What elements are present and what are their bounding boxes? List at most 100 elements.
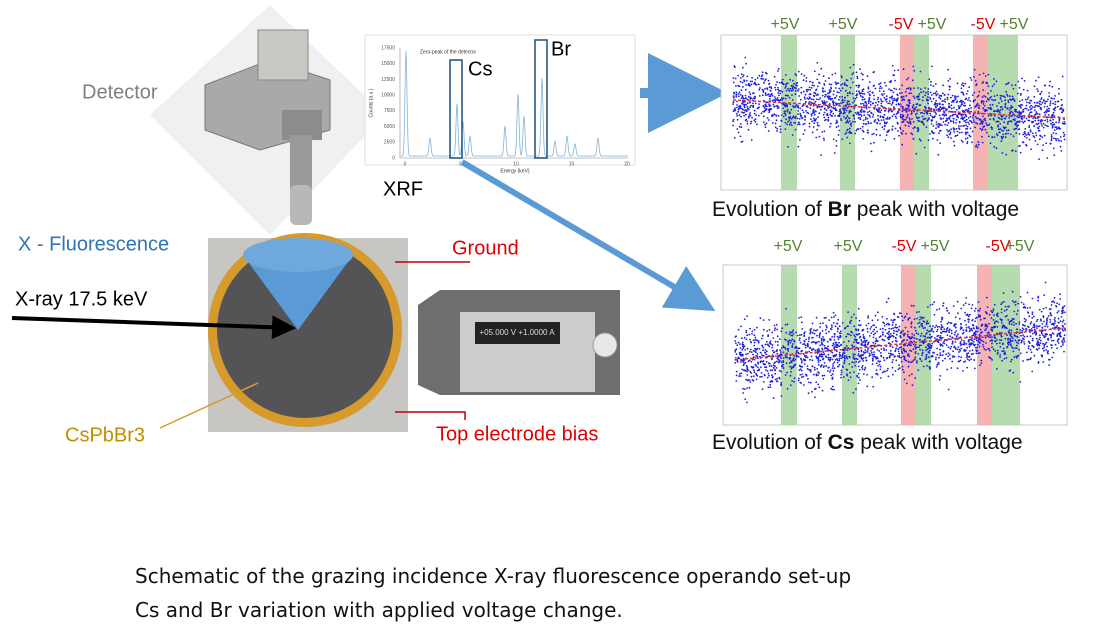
dot [1039,342,1042,344]
dot [838,87,841,90]
dot [798,118,801,120]
dot [1040,332,1043,335]
dot [738,373,741,375]
dot [890,349,892,352]
dot [789,357,792,360]
dot [1016,121,1019,123]
dot [1026,291,1029,294]
dot [1021,111,1023,113]
dot [907,353,910,356]
dot [834,314,837,317]
dot [988,322,990,325]
dot [995,80,998,83]
dot [1028,138,1031,141]
dot [954,348,957,350]
dot [980,359,983,362]
dot [918,346,920,349]
dot [761,344,763,347]
dot [1026,307,1029,309]
dot [776,349,778,351]
dot [915,329,917,332]
dot [910,336,912,339]
cs-label: Cs [468,58,492,80]
dot [891,95,894,98]
dot [968,345,971,348]
dot [940,95,943,97]
dot [927,99,930,102]
dot [941,330,944,333]
dot [855,96,858,99]
dot [838,129,841,132]
dot [1006,107,1009,110]
dot [862,357,865,360]
dot [800,316,803,318]
dot [834,358,837,361]
dot [1034,119,1037,122]
dot [866,343,869,346]
dot [764,79,766,82]
dot [870,332,873,334]
dot [928,96,931,99]
dot [903,316,906,319]
voltage-label: -5V [971,16,996,33]
dot [807,392,810,395]
figure-caption: Schematic of the grazing incidence X-ray… [135,564,852,588]
dot [852,391,855,394]
dot [889,354,892,357]
dot [827,349,830,352]
dot [981,331,983,334]
dot [906,115,909,118]
dot [1050,134,1053,136]
dot [1052,323,1054,326]
dot [860,102,862,105]
dot [1041,323,1044,325]
dot [965,133,967,136]
dot [911,384,914,387]
dot [1062,108,1065,111]
dot [737,356,740,359]
dot [872,355,875,358]
dot [951,340,954,343]
dot [1034,132,1037,134]
dot [766,93,769,96]
dot [1046,345,1048,348]
dot [1049,102,1052,105]
dot [766,370,769,372]
dot [738,375,740,377]
dot [752,349,755,352]
dot [829,369,832,371]
dot [1052,339,1055,342]
dot [759,351,762,354]
dot [736,104,738,106]
panels: +5V +5V -5V +5V -5V +5V+5V +5V -5V +5V -5V+5V [720,16,1068,426]
dot [1000,106,1003,108]
dot [1026,137,1028,139]
dot [1026,89,1029,92]
dot [1033,125,1035,127]
dot [1043,346,1045,349]
dot [803,363,806,365]
dot [735,95,738,98]
detector-tip [290,185,312,225]
dot [899,332,902,334]
dot [908,110,910,112]
dot [962,141,964,143]
dot [758,103,760,105]
dot [996,339,998,341]
dot [801,117,804,120]
dot [857,329,860,332]
dot [1029,335,1032,337]
dot [784,112,787,115]
dot [932,125,935,127]
dot [734,362,737,364]
dot [987,73,990,76]
dot [995,368,998,370]
dot [998,117,1001,120]
dot [978,107,980,109]
dot [764,343,767,346]
dot [781,90,784,93]
dot [965,118,968,121]
dot [869,104,872,106]
dot [796,84,798,87]
dot [746,401,748,404]
